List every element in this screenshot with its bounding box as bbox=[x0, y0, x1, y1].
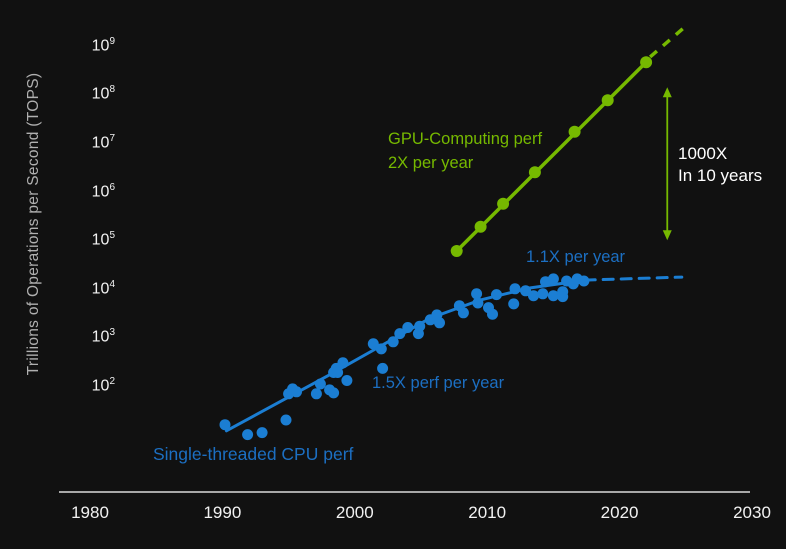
y-tick-label: 102 bbox=[91, 376, 115, 395]
cpu-data-point bbox=[387, 336, 399, 348]
gpu-data-point bbox=[640, 56, 653, 69]
x-tick-label: 1990 bbox=[203, 503, 242, 522]
gpu-data-point bbox=[497, 197, 510, 210]
cpu-late-growth-label: 1.1X per year bbox=[526, 248, 626, 266]
cpu-data-point bbox=[520, 285, 532, 297]
gpu-data-point bbox=[568, 125, 581, 138]
cpu-data-point bbox=[509, 283, 521, 295]
cpu-trend-line-projected bbox=[583, 275, 684, 282]
cpu-data-point bbox=[547, 273, 559, 285]
cpu-data-point bbox=[291, 386, 302, 398]
cpu-data-point bbox=[242, 429, 254, 441]
cpu-data-point bbox=[394, 328, 406, 340]
x-tick-label: 2000 bbox=[335, 503, 374, 522]
x-tick-label: 2030 bbox=[733, 503, 771, 522]
cpu-data-point bbox=[256, 427, 268, 439]
cpu-data-point bbox=[375, 343, 387, 355]
gpu-trend-line-projected bbox=[648, 25, 686, 59]
cpu-data-point bbox=[487, 308, 498, 320]
cpu-data-point bbox=[328, 387, 340, 399]
cpu-data-point bbox=[547, 290, 559, 302]
thousand-x-callout-line1: 1000X bbox=[678, 144, 728, 163]
gpu-trend-line bbox=[454, 60, 648, 253]
y-axis-title: Trillions of Operations per Second (TOPS… bbox=[25, 72, 42, 376]
cpu-data-point bbox=[402, 322, 414, 333]
cpu-data-point bbox=[472, 297, 484, 309]
cpu-data-point bbox=[310, 388, 322, 400]
x-tick-label: 1980 bbox=[71, 503, 109, 522]
cpu-data-point bbox=[314, 378, 326, 390]
cpu-data-point bbox=[414, 320, 426, 332]
gpu-growth-rate-label: 2X per year bbox=[388, 154, 474, 172]
cpu-data-point bbox=[337, 357, 349, 369]
cpu-data-point bbox=[219, 419, 231, 431]
cpu-trend-line bbox=[224, 278, 587, 433]
y-tick-label: 106 bbox=[91, 181, 115, 200]
gpu-data-point bbox=[450, 245, 463, 257]
x-tick-label: 2010 bbox=[468, 503, 507, 522]
cpu-data-point bbox=[457, 307, 469, 319]
cpu-data-point bbox=[332, 367, 344, 378]
thousand-x-callout-line2: In 10 years bbox=[678, 165, 763, 185]
gpu-data-point bbox=[474, 220, 487, 233]
y-tick-label: 108 bbox=[91, 84, 115, 103]
gpu-data-point bbox=[601, 94, 614, 107]
cpu-data-point bbox=[528, 290, 539, 302]
arrow-down-head-icon bbox=[662, 230, 672, 241]
cpu-data-point bbox=[471, 288, 483, 300]
thousand-x-callout: 1000X In 10 years bbox=[678, 143, 762, 186]
cpu-data-point bbox=[280, 414, 292, 426]
cpu-data-point bbox=[341, 375, 353, 386]
gpu-data-point bbox=[528, 166, 541, 179]
gpu-series-label-line1: GPU-Computing perf bbox=[388, 130, 543, 148]
cpu-data-point bbox=[377, 362, 389, 374]
cpu-data-point bbox=[578, 275, 590, 287]
y-tick-label: 105 bbox=[91, 230, 115, 249]
y-tick-label: 109 bbox=[91, 35, 115, 55]
y-tick-label: 103 bbox=[91, 327, 115, 346]
y-tick-label: 107 bbox=[91, 133, 115, 152]
cpu-data-point bbox=[537, 288, 549, 300]
cpu-series-label: Single-threaded CPU perf bbox=[153, 444, 354, 464]
cpu-data-point bbox=[367, 338, 379, 350]
arrow-up-head-icon bbox=[662, 87, 672, 98]
cpu-data-point bbox=[557, 291, 569, 303]
x-tick-label: 2020 bbox=[600, 503, 639, 522]
y-tick-label: 104 bbox=[91, 278, 115, 298]
cpu-data-point bbox=[508, 298, 520, 310]
cpu-data-point bbox=[434, 317, 445, 329]
gpu-series-label: GPU-Computing perf 2X per year bbox=[388, 127, 542, 175]
cpu-early-growth-label: 1.5X perf per year bbox=[372, 374, 505, 392]
cpu-data-point bbox=[491, 289, 502, 301]
